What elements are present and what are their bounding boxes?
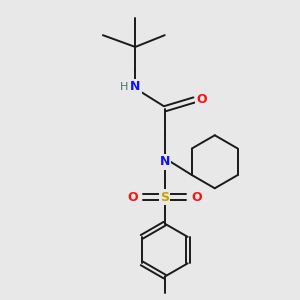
Text: N: N [130,80,140,93]
Text: H: H [120,82,128,92]
Text: S: S [160,190,169,204]
Text: O: O [127,190,138,204]
Text: O: O [196,93,207,106]
Text: N: N [160,155,170,168]
Text: O: O [192,190,203,204]
